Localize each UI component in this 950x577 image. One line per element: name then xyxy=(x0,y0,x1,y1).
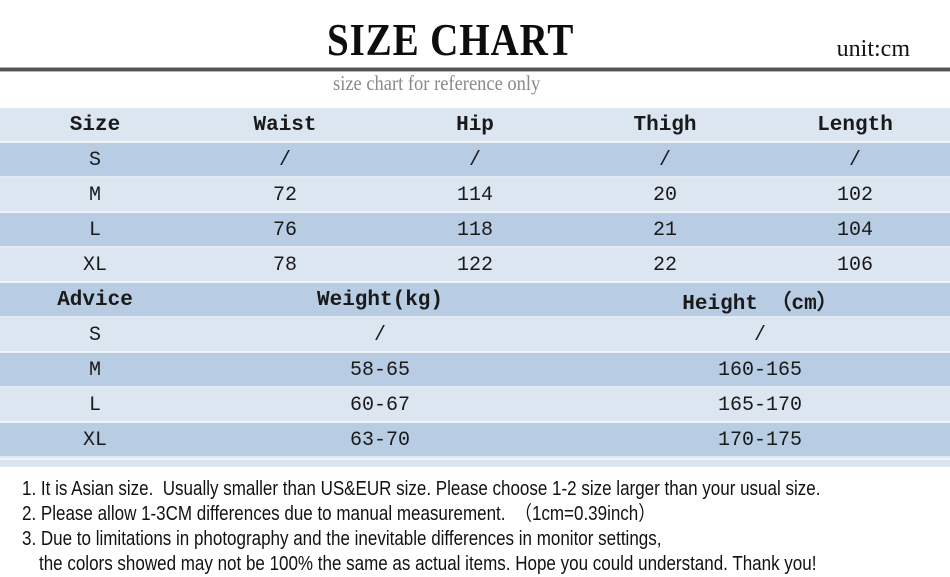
table-cell: 170-175 xyxy=(717,429,802,452)
table-cell: L xyxy=(88,394,101,417)
table-cell: 114 xyxy=(456,184,493,207)
note-line-3: 3. Due to limitations in photography and… xyxy=(22,528,662,550)
advice-row-l: L 60-67 165-170 xyxy=(0,388,950,423)
table-row-l: L 76 118 21 104 xyxy=(0,213,950,248)
table-cell: 104 xyxy=(836,219,873,242)
notes-block: 1. It is Asian size. Usually smaller tha… xyxy=(22,477,942,577)
table-cell: S xyxy=(88,149,101,172)
column-header-advice: Advice xyxy=(57,289,133,312)
table-row-s: S / / / / xyxy=(0,143,950,178)
table-bottom-strip xyxy=(0,458,950,467)
table-cell: M xyxy=(88,184,101,207)
table-cell: / xyxy=(753,324,766,347)
divider-line xyxy=(0,67,950,72)
column-header-length: Length xyxy=(817,114,893,137)
advice-row-m: M 58-65 160-165 xyxy=(0,353,950,388)
column-header-hip: Hip xyxy=(456,114,494,137)
table-cell: 106 xyxy=(836,254,873,277)
table-cell: 21 xyxy=(652,219,677,242)
table-cell: / xyxy=(373,324,386,347)
table-cell: 78 xyxy=(272,254,297,277)
table-cell: S xyxy=(88,324,101,347)
table-cell: L xyxy=(88,219,101,242)
column-header-thigh: Thigh xyxy=(633,114,697,137)
page-title: SIZE CHART xyxy=(327,14,575,65)
table-cell: / xyxy=(278,149,291,172)
table-row-xl: XL 78 122 22 106 xyxy=(0,248,950,283)
table-cell: 20 xyxy=(652,184,677,207)
table-cell: / xyxy=(468,149,481,172)
table-cell: 160-165 xyxy=(717,359,802,382)
unit-label: unit:cm xyxy=(836,36,910,62)
table-cell: 60-67 xyxy=(349,394,410,417)
advice-row-xl: XL 63-70 170-175 xyxy=(0,423,950,458)
column-header-weight: Weight(kg) xyxy=(316,289,444,312)
table-cell: 22 xyxy=(652,254,677,277)
note-line-1: 1. It is Asian size. Usually smaller tha… xyxy=(22,478,821,500)
column-header-size: Size xyxy=(69,114,121,137)
column-header-height: Height （cm） xyxy=(682,292,838,316)
table-cell: 122 xyxy=(456,254,493,277)
note-line-4: the colors showed may not be 100% the sa… xyxy=(39,553,817,575)
table-cell: / xyxy=(658,149,671,172)
table-cell: 63-70 xyxy=(349,429,410,452)
subtitle: size chart for reference only xyxy=(333,71,541,95)
column-header-waist: Waist xyxy=(253,114,317,137)
measurements-header-row: Size Waist Hip Thigh Length xyxy=(0,108,950,143)
table-cell: M xyxy=(88,359,101,382)
table-cell: 165-170 xyxy=(717,394,802,417)
size-table: Size Waist Hip Thigh Length S / / / / M … xyxy=(0,108,950,467)
table-cell: XL xyxy=(82,254,107,277)
table-row-m: M 72 114 20 102 xyxy=(0,178,950,213)
table-cell: 72 xyxy=(272,184,297,207)
table-cell: 102 xyxy=(836,184,873,207)
table-cell: XL xyxy=(82,429,107,452)
advice-row-s: S / / xyxy=(0,318,950,353)
note-line-2: 2. Please allow 1-3CM differences due to… xyxy=(22,503,656,525)
table-cell: 76 xyxy=(272,219,297,242)
table-cell: / xyxy=(848,149,861,172)
table-cell: 118 xyxy=(456,219,493,242)
advice-header-row: Advice Weight(kg) Height （cm） xyxy=(0,283,950,318)
table-cell: 58-65 xyxy=(349,359,410,382)
